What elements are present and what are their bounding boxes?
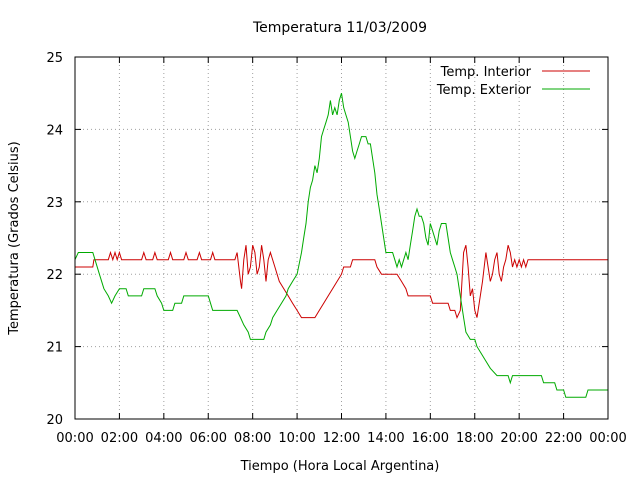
x-tick-label: 12:00 [323, 431, 360, 446]
y-tick-label: 25 [46, 51, 63, 66]
legend-label: Temp. Interior [440, 65, 532, 80]
x-tick-label: 04:00 [145, 431, 182, 446]
x-tick-label: 16:00 [412, 431, 449, 446]
y-tick-label: 24 [46, 123, 63, 138]
legend-label: Temp. Exterior [436, 83, 532, 98]
y-axis-label: Temperatura (Grados Celsius) [7, 141, 22, 335]
x-tick-label: 10:00 [278, 431, 315, 446]
x-axis-label: Tiempo (Hora Local Argentina) [240, 459, 440, 474]
y-tick-label: 22 [46, 268, 63, 283]
y-tick-label: 20 [46, 413, 63, 428]
x-tick-label: 08:00 [234, 431, 271, 446]
x-tick-label: 20:00 [500, 431, 537, 446]
x-tick-label: 00:00 [589, 431, 626, 446]
x-tick-label: 18:00 [456, 431, 493, 446]
y-tick-label: 21 [46, 341, 63, 356]
axis-ticks: 00:00 02:00 04:00 06:00 08:00 10:00 12:00 14:00… [46, 51, 626, 446]
x-tick-label: 00:00 [56, 431, 93, 446]
x-tick-label: 14:00 [367, 431, 404, 446]
x-tick-label: 02:00 [101, 431, 138, 446]
grid [75, 57, 608, 419]
x-tick-label: 22:00 [545, 431, 582, 446]
chart-title: Temperatura 11/03/2009 [252, 20, 427, 36]
y-tick-label: 23 [46, 196, 63, 211]
series-layer [74, 93, 608, 398]
legend: Temp. Interior Temp. Exterior [436, 65, 590, 98]
series-line-2 [74, 93, 608, 398]
x-tick-label: 06:00 [190, 431, 227, 446]
series-line-1 [75, 245, 608, 320]
